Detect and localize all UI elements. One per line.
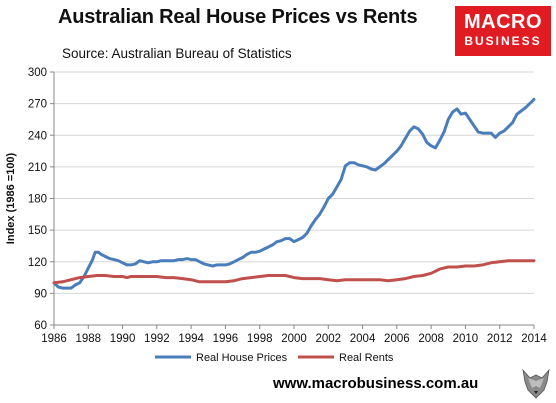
logo-line-1: MACRO <box>463 11 543 33</box>
y-axis: 60 90 120 150 180 210 240 270 300 <box>28 67 55 332</box>
x-tick-label-1994: 1994 <box>178 333 204 345</box>
x-tick-label-1990: 1990 <box>110 333 136 345</box>
y-tick-label-180: 180 <box>28 194 47 206</box>
x-tick-label-1988: 1988 <box>75 333 101 345</box>
chart-title: Australian Real House Prices vs Rents <box>58 6 418 28</box>
grid-lines <box>54 71 534 326</box>
y-tick-label-210: 210 <box>28 162 47 174</box>
y-tick-label-150: 150 <box>28 225 47 237</box>
legend-label-1: Real House Prices <box>196 352 288 364</box>
x-tick-label-2014: 2014 <box>521 333 547 345</box>
y-tick-label-240: 240 <box>28 130 47 142</box>
x-tick-label-2002: 2002 <box>315 333 341 345</box>
x-tick-label-1998: 1998 <box>247 333 273 345</box>
x-tick-label-2006: 2006 <box>384 333 410 345</box>
y-tick-label-60: 60 <box>34 320 47 332</box>
footer-url: www.macrobusiness.com.au <box>273 375 479 392</box>
legend: Real House Prices Real Rents <box>155 352 394 364</box>
y-tick-label-270: 270 <box>28 99 47 111</box>
y-tick-label-300: 300 <box>28 67 47 79</box>
y-tick-label-120: 120 <box>28 257 47 269</box>
x-tick-label-2000: 2000 <box>281 333 307 345</box>
x-tick-label-2012: 2012 <box>487 333 513 345</box>
x-axis: 1986 1988 1990 1992 1994 1996 1998 2000 2002 2004… <box>41 324 547 345</box>
legend-label-2: Real Rents <box>339 352 394 364</box>
wolf-logo-icon <box>520 366 552 400</box>
series-line-2 <box>52 259 536 285</box>
series-line-1 <box>52 97 536 290</box>
y-axis-label: Index (1986 =100) <box>5 152 17 244</box>
logo-line-2: BUSINESS <box>464 34 542 48</box>
chart-subtitle: Source: Australian Bureau of Statistics <box>62 46 292 61</box>
macrobusiness-logo: MACRO BUSINESS <box>455 6 551 56</box>
series-group <box>52 97 536 290</box>
x-tick-label-2010: 2010 <box>453 333 479 345</box>
x-tick-label-1996: 1996 <box>213 333 239 345</box>
x-tick-label-2008: 2008 <box>418 333 444 345</box>
y-tick-label-90: 90 <box>34 288 47 300</box>
x-tick-label-2004: 2004 <box>350 333 376 345</box>
x-tick-label-1992: 1992 <box>144 333 170 345</box>
x-tick-label-1986: 1986 <box>41 333 67 345</box>
